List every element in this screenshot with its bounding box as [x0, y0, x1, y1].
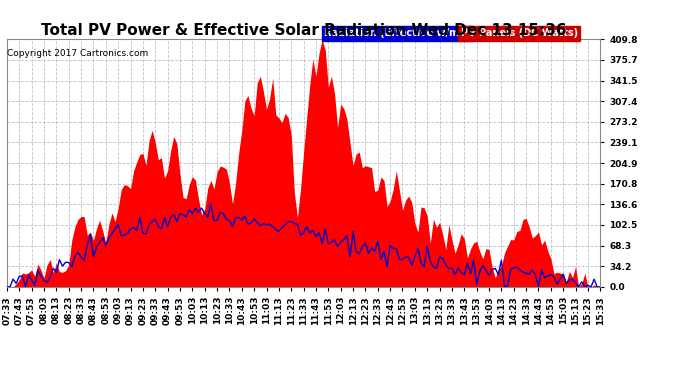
Text: PV Panels (DC Watts): PV Panels (DC Watts)	[461, 28, 578, 38]
Text: Radiation (Effective w/m2): Radiation (Effective w/m2)	[324, 28, 471, 38]
Title: Total PV Power & Effective Solar Radiation Wed Dec 13 15:36: Total PV Power & Effective Solar Radiati…	[41, 23, 566, 38]
Text: Copyright 2017 Cartronics.com: Copyright 2017 Cartronics.com	[8, 49, 149, 58]
